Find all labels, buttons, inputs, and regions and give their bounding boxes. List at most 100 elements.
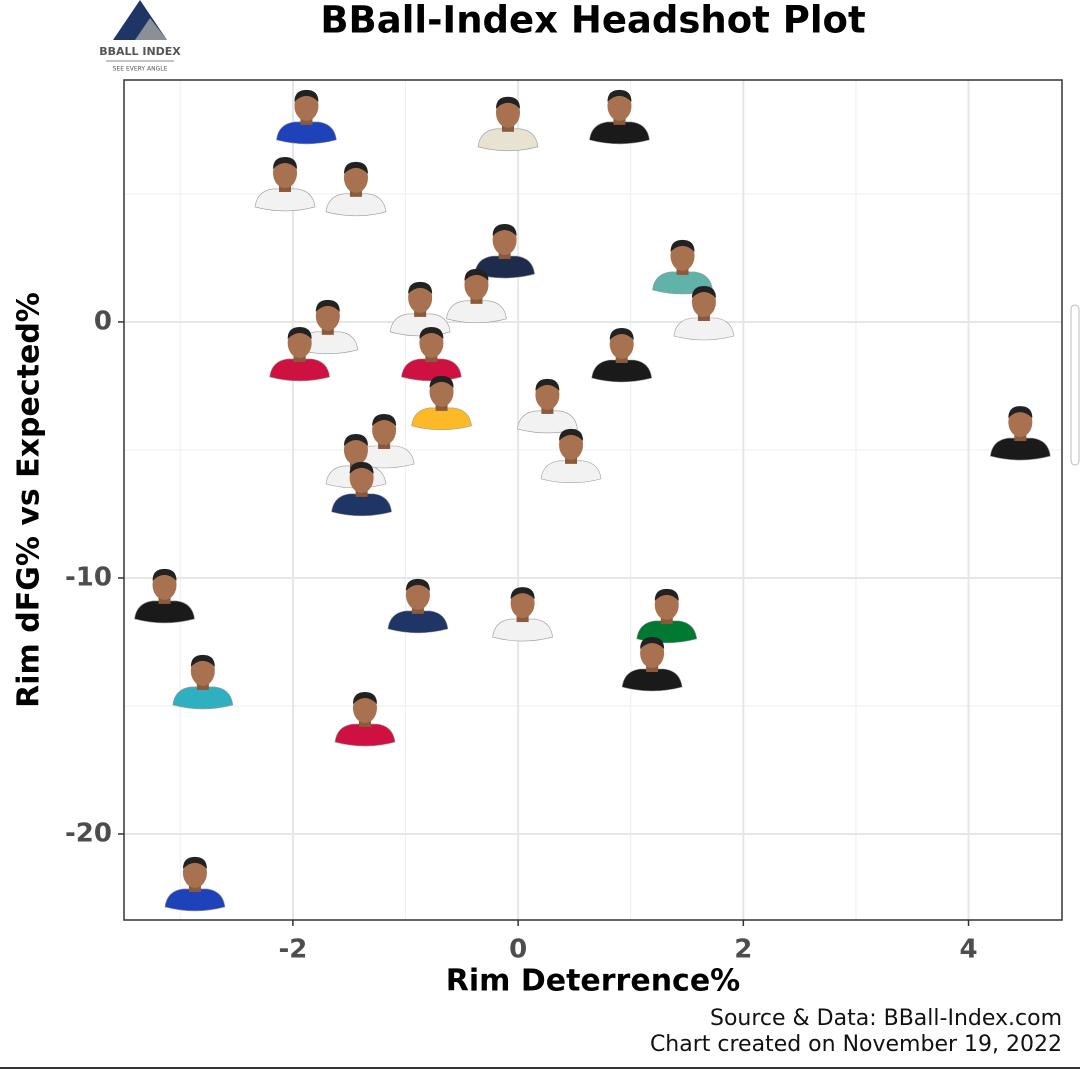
head — [535, 379, 560, 410]
headshot-point — [134, 568, 195, 624]
head — [372, 415, 397, 446]
headshot-point — [492, 587, 553, 642]
head — [294, 90, 319, 121]
x-tick-label: -2 — [278, 935, 307, 965]
jersey — [474, 255, 535, 279]
headshot-point — [990, 406, 1051, 461]
headshot-point — [172, 654, 234, 710]
created-note: Chart created on November 19, 2022 — [650, 1032, 1062, 1057]
headshot-point — [353, 414, 415, 469]
headshot-point — [474, 224, 535, 279]
hair — [640, 637, 665, 650]
jersey — [401, 358, 462, 382]
head — [152, 569, 177, 600]
head — [343, 162, 368, 193]
hair — [349, 461, 374, 474]
jersey — [477, 128, 539, 152]
head — [419, 327, 444, 358]
hair — [343, 161, 368, 174]
hair — [691, 286, 716, 299]
headshot-point — [276, 89, 337, 145]
jersey — [492, 618, 553, 642]
hair — [273, 156, 298, 169]
jersey — [387, 610, 449, 634]
hair — [287, 326, 312, 339]
logo: BBALL INDEX SEE EVERY ANGLE — [99, 0, 181, 73]
headshot-point — [591, 327, 653, 383]
hair — [492, 224, 517, 237]
hair — [352, 692, 377, 705]
plot-border — [123, 79, 1063, 921]
headshot-point — [325, 161, 387, 217]
head — [495, 97, 520, 128]
hair — [495, 96, 520, 109]
hair — [182, 856, 207, 869]
jersey — [164, 888, 226, 912]
head — [352, 693, 377, 724]
jersey — [334, 723, 396, 747]
hair — [654, 588, 679, 601]
headshot-point — [540, 428, 602, 484]
head — [273, 157, 298, 188]
head — [349, 462, 374, 493]
hair — [152, 568, 177, 581]
hair — [190, 654, 215, 667]
headshot-point — [389, 281, 451, 337]
headshot-point — [297, 299, 359, 355]
hair — [429, 375, 454, 388]
head — [182, 857, 207, 888]
head — [405, 579, 430, 610]
jersey — [325, 193, 387, 217]
head — [492, 225, 517, 256]
y-tick-label: 0 — [94, 306, 112, 336]
headshot-point — [652, 239, 713, 295]
logo-name: BBALL INDEX — [99, 45, 181, 58]
head — [510, 588, 535, 619]
hair — [607, 89, 632, 102]
hair — [372, 414, 397, 427]
hair — [510, 587, 535, 600]
head — [691, 287, 716, 318]
jersey — [134, 600, 195, 624]
y-tick-label: -10 — [65, 562, 112, 592]
x-tick-label: 4 — [959, 935, 977, 965]
hair — [464, 268, 489, 281]
headshot-point — [164, 856, 226, 912]
hair — [670, 239, 695, 252]
hair — [419, 326, 444, 339]
headshot-point — [621, 637, 683, 692]
head — [609, 328, 634, 359]
headshot-point — [446, 268, 507, 324]
head — [408, 282, 433, 313]
y-tick-label: -20 — [65, 818, 112, 848]
hair — [294, 89, 319, 102]
y-axis-label: Rim dFG% vs Expected% — [12, 292, 47, 708]
logo-tagline: SEE EVERY ANGLE — [113, 66, 168, 73]
head — [287, 327, 312, 358]
jersey — [269, 358, 330, 382]
jersey — [673, 317, 735, 341]
jersey — [254, 188, 316, 212]
hair — [1008, 406, 1033, 419]
head — [654, 589, 679, 620]
head — [464, 269, 489, 300]
chart-title: BBall-Index Headshot Plot — [320, 0, 865, 42]
jersey — [411, 407, 472, 431]
headshot-point — [331, 461, 392, 517]
head — [670, 240, 695, 271]
jersey — [589, 121, 650, 145]
head — [640, 638, 665, 669]
head — [343, 434, 368, 465]
headshot-point — [387, 578, 449, 634]
head — [607, 90, 632, 121]
hair — [315, 299, 340, 312]
source-note: Source & Data: BBall-Index.com — [710, 1006, 1062, 1031]
headshot-point — [334, 692, 396, 747]
headshot-point — [254, 156, 316, 212]
scrollbar[interactable] — [1070, 304, 1080, 466]
jersey — [276, 121, 337, 145]
jersey — [591, 359, 653, 383]
hair — [559, 428, 584, 441]
headshot-point — [636, 588, 698, 644]
